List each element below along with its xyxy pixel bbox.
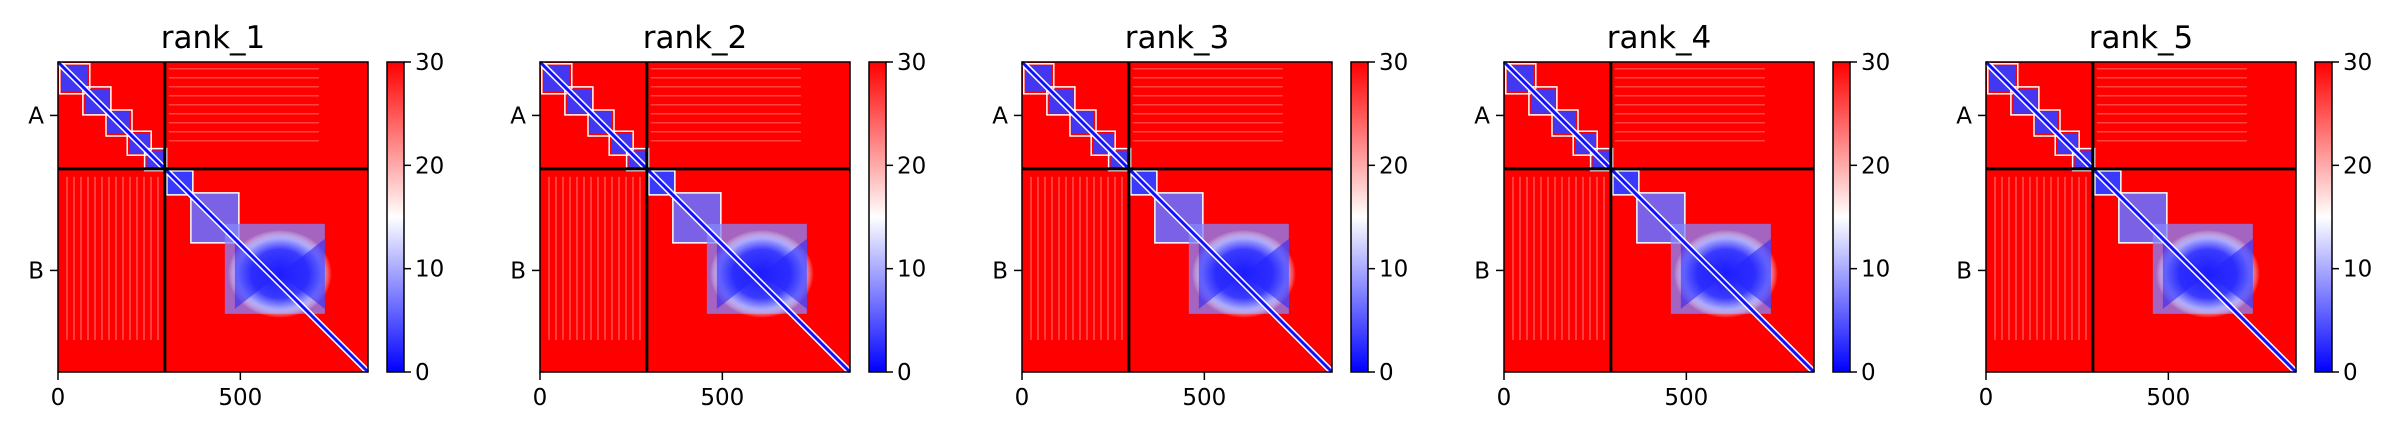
chain-label: A bbox=[1474, 103, 1490, 129]
diagonal bbox=[56, 60, 370, 374]
colorbar bbox=[868, 61, 887, 373]
panel-title: rank_5 bbox=[2089, 20, 2194, 56]
colorbar-tick-label: 10 bbox=[1861, 257, 1890, 283]
colorbar-tick-label: 0 bbox=[897, 360, 912, 386]
pae-panel: rank_3 0 500 A B 0 10 20 30 bbox=[992, 20, 1408, 411]
pae-panel: rank_5 0 500 A B 0 10 20 30 bbox=[1956, 20, 2372, 411]
pae-panel: rank_1 0 500 A B 0 10 20 30 bbox=[28, 20, 444, 411]
chain-b-domains bbox=[2094, 170, 2260, 318]
x-tick-label: 500 bbox=[1182, 385, 1226, 411]
panel-title: rank_1 bbox=[161, 20, 266, 56]
x-tick-label: 0 bbox=[51, 385, 66, 411]
colorbar bbox=[2314, 61, 2333, 373]
colorbar bbox=[386, 61, 405, 373]
colorbar-tick-label: 0 bbox=[415, 360, 430, 386]
colorbar-tick-label: 0 bbox=[1379, 360, 1394, 386]
panel-title: rank_2 bbox=[643, 20, 748, 56]
colorbar-tick-label: 0 bbox=[2343, 360, 2358, 386]
x-tick-label: 0 bbox=[1497, 385, 1512, 411]
colorbar-tick-label: 20 bbox=[2343, 153, 2372, 179]
chain-label: A bbox=[1956, 103, 1972, 129]
chain-label: B bbox=[510, 258, 526, 284]
axes-frame bbox=[1503, 61, 1815, 373]
heatmap-texture bbox=[1030, 68, 1283, 340]
axes-frame bbox=[1021, 61, 1333, 373]
chain-label: B bbox=[1474, 258, 1490, 284]
diagonal bbox=[538, 60, 852, 374]
colorbar-tick-label: 10 bbox=[897, 257, 926, 283]
heatmap-texture bbox=[548, 68, 801, 340]
axes-frame bbox=[57, 61, 369, 373]
chain-label: B bbox=[28, 258, 44, 284]
axes-frame bbox=[1985, 61, 2297, 373]
x-tick-label: 500 bbox=[1664, 385, 1708, 411]
colorbar-tick-label: 30 bbox=[2343, 50, 2372, 76]
chain-label: B bbox=[1956, 258, 1972, 284]
pae-panel: rank_2 0 500 A B 0 10 20 30 bbox=[510, 20, 926, 411]
chain-label: A bbox=[28, 103, 44, 129]
chain-b-domains bbox=[648, 170, 814, 318]
colorbar-tick-label: 10 bbox=[1379, 257, 1408, 283]
colorbar-tick-label: 30 bbox=[415, 50, 444, 76]
colorbar-tick-label: 30 bbox=[897, 50, 926, 76]
chain-label: A bbox=[992, 103, 1008, 129]
chain-b-domains bbox=[1130, 170, 1296, 318]
colorbar-tick-label: 20 bbox=[1379, 153, 1408, 179]
heatmap-texture bbox=[66, 68, 319, 340]
colorbar-tick-label: 20 bbox=[415, 153, 444, 179]
panel-title: rank_4 bbox=[1607, 20, 1712, 56]
diagonal bbox=[1502, 60, 1816, 374]
x-tick-label: 0 bbox=[1015, 385, 1030, 411]
diagonal bbox=[1984, 60, 2298, 374]
diagonal bbox=[1020, 60, 1334, 374]
x-tick-label: 500 bbox=[2146, 385, 2190, 411]
colorbar-tick-label: 20 bbox=[1861, 153, 1890, 179]
chain-label: B bbox=[992, 258, 1008, 284]
heatmap-texture bbox=[1512, 68, 1765, 340]
colorbar-tick-label: 30 bbox=[1379, 50, 1408, 76]
colorbar bbox=[1350, 61, 1369, 373]
chain-label: A bbox=[510, 103, 526, 129]
colorbar-tick-label: 0 bbox=[1861, 360, 1876, 386]
x-tick-label: 0 bbox=[533, 385, 548, 411]
colorbar-tick-label: 30 bbox=[1861, 50, 1890, 76]
chain-b-domains bbox=[1612, 170, 1778, 318]
heatmap-texture bbox=[1994, 68, 2247, 340]
colorbar bbox=[1832, 61, 1851, 373]
colorbar-tick-label: 10 bbox=[2343, 257, 2372, 283]
pae-panel: rank_4 0 500 A B 0 10 20 30 bbox=[1474, 20, 1890, 411]
colorbar-tick-label: 20 bbox=[897, 153, 926, 179]
axes-frame bbox=[539, 61, 851, 373]
x-tick-label: 0 bbox=[1979, 385, 1994, 411]
colorbar-tick-label: 10 bbox=[415, 257, 444, 283]
chain-b-domains bbox=[166, 170, 332, 318]
x-tick-label: 500 bbox=[700, 385, 744, 411]
x-tick-label: 500 bbox=[218, 385, 262, 411]
panel-title: rank_3 bbox=[1125, 20, 1230, 56]
